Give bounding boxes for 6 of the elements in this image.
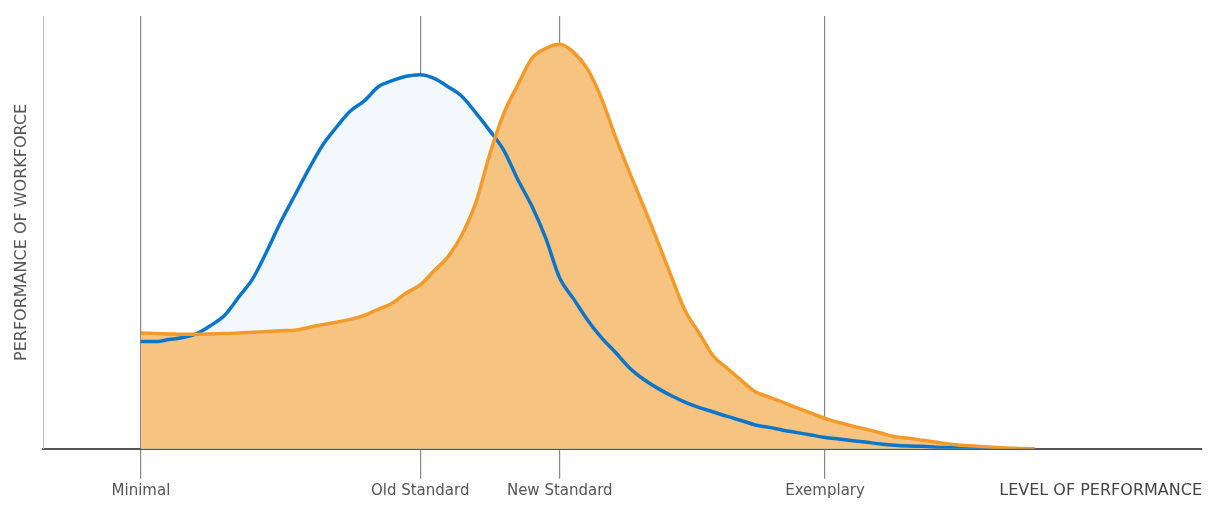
x-tick-label: Exemplary xyxy=(785,480,865,499)
x-axis-title: LEVEL OF PERFORMANCE xyxy=(999,479,1202,499)
x-tick-label: Old Standard xyxy=(370,480,470,499)
y-axis-title: PERFORMANCE OF WORKFORCE xyxy=(10,103,30,361)
x-tick-label: Minimal xyxy=(111,480,171,499)
x-tick-label: New Standard xyxy=(506,480,613,499)
